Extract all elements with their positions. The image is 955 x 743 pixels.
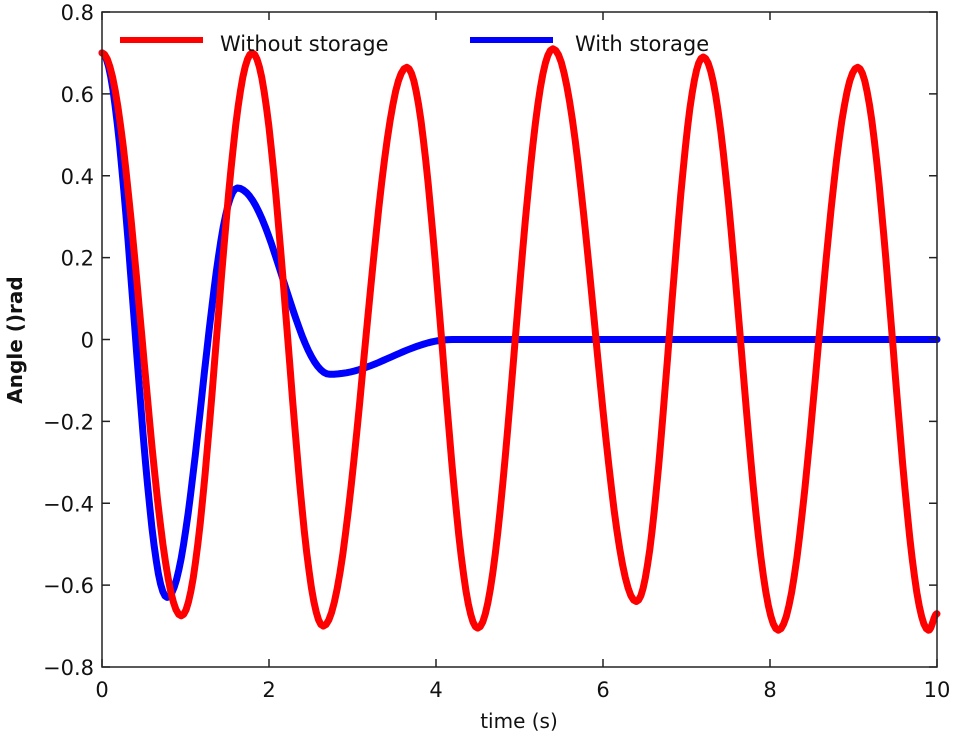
legend-label-without-storage: Without storage	[220, 32, 389, 56]
y-tick-label: −0.4	[43, 492, 94, 516]
legend-label-with-storage: With storage	[575, 32, 709, 56]
y-tick-label: 0.2	[61, 247, 94, 271]
x-tick-label: 10	[924, 678, 951, 702]
y-tick-label: 0.6	[61, 83, 94, 107]
x-axis-label: time (s)	[480, 709, 558, 733]
x-tick-label: 2	[262, 678, 275, 702]
series-line-without-storage	[98, 45, 941, 634]
y-tick-label: 0.8	[61, 1, 94, 25]
y-tick-label: −0.6	[43, 574, 94, 598]
y-tick-label: 0.4	[61, 165, 94, 189]
y-tick-label: −0.8	[43, 656, 94, 680]
y-tick-label: −0.2	[43, 410, 94, 434]
y-axis-label: Angle ()rad	[3, 276, 27, 403]
series-layer	[98, 45, 941, 634]
legend: Without storage With storage	[120, 32, 709, 56]
x-tick-label: 6	[596, 678, 609, 702]
y-tick-label: 0	[81, 329, 94, 353]
ticks-layer: 0 2 4 6 8 10 0.8 0.6 0.4 0.2 0 −0.2 −0.4 −0.6 −0.8	[43, 1, 950, 702]
x-tick-label: 4	[429, 678, 442, 702]
x-tick-label: 0	[95, 678, 108, 702]
x-tick-label: 8	[763, 678, 776, 702]
